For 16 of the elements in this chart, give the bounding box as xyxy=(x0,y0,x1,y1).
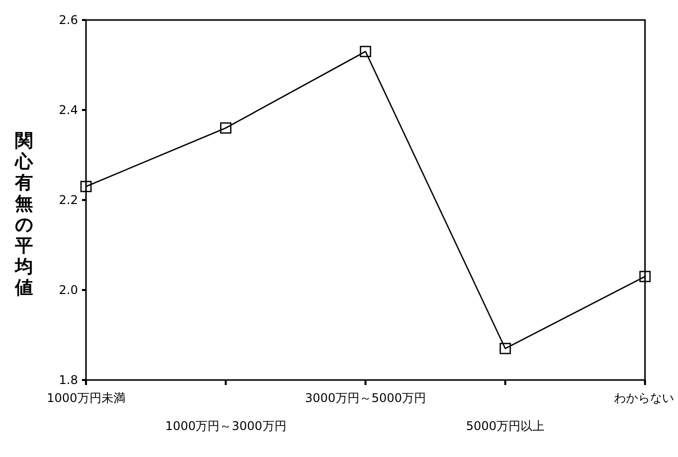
point xyxy=(639,270,651,282)
point xyxy=(80,180,92,192)
point xyxy=(220,122,232,134)
y-tick-label: 2.6 xyxy=(58,13,78,27)
point xyxy=(360,46,372,58)
x-tick-label: 1000万円～3000万円 xyxy=(165,419,286,433)
y-tick-label: 2.4 xyxy=(58,103,78,117)
x-tick-label: 1000万円未満 xyxy=(46,391,126,405)
x-tick-label: わからない xyxy=(614,391,674,405)
y-tick-label: 1.8 xyxy=(58,373,78,387)
y-tick-label: 2.2 xyxy=(58,193,78,207)
point xyxy=(500,342,511,354)
y-tick-label: 2.0 xyxy=(58,283,78,297)
y-axis-title: 関心有無の平均値 xyxy=(14,130,34,298)
x-tick-label: 3000万円～5000万円 xyxy=(304,391,426,405)
x-tick-label: 5000万円以上 xyxy=(466,419,545,433)
